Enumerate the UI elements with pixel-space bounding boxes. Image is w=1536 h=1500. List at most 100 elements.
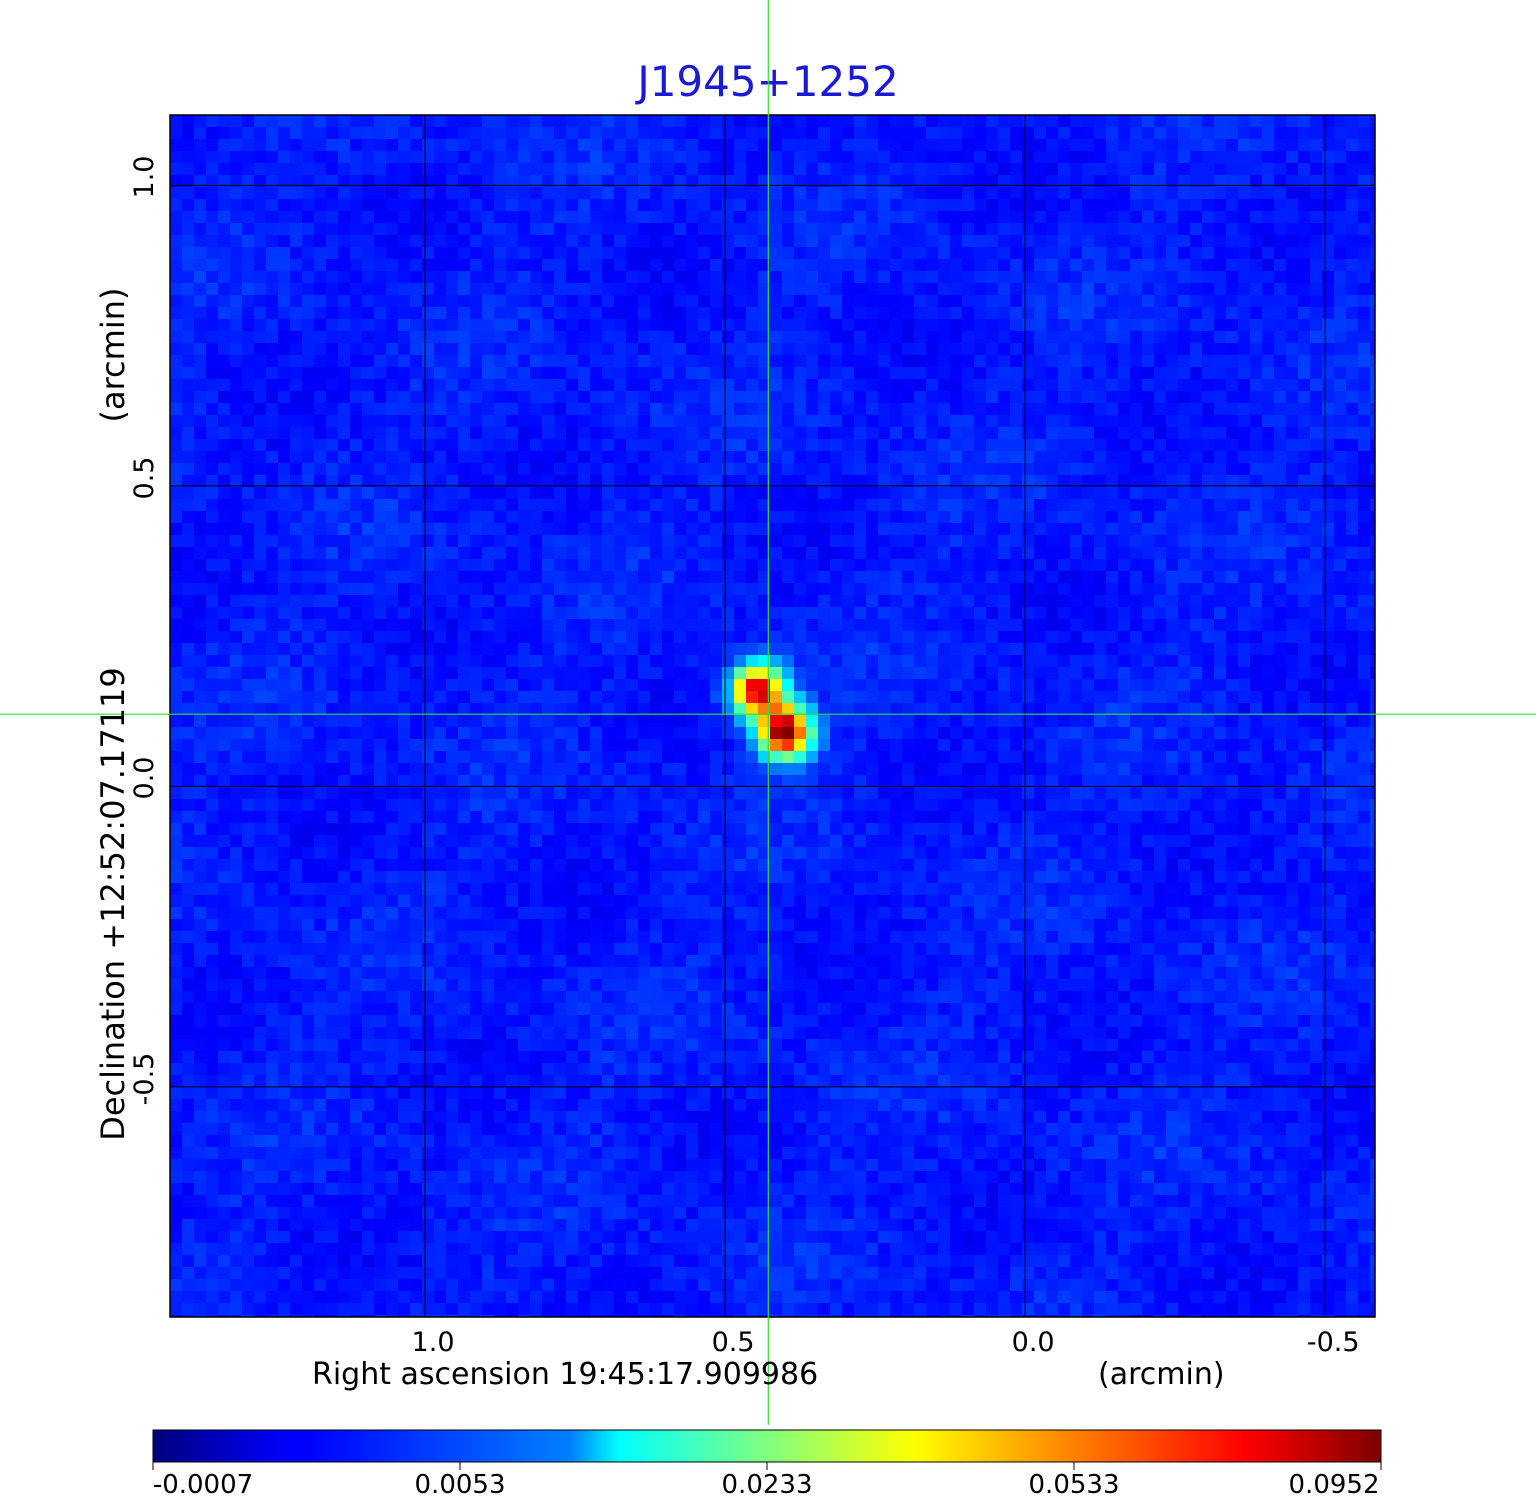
heatmap-pixel — [1178, 463, 1191, 476]
heatmap-pixel — [218, 547, 231, 560]
heatmap-pixel — [926, 643, 939, 656]
heatmap-pixel — [1262, 607, 1275, 620]
heatmap-pixel — [542, 475, 555, 488]
heatmap-pixel — [350, 535, 363, 548]
heatmap-pixel — [1334, 283, 1347, 296]
heatmap-pixel — [890, 463, 903, 476]
heatmap-pixel — [854, 367, 867, 380]
heatmap-pixel — [842, 295, 855, 308]
heatmap-pixel — [710, 619, 723, 632]
heatmap-pixel — [410, 703, 423, 716]
heatmap-pixel — [230, 655, 243, 668]
heatmap-pixel — [614, 679, 627, 692]
heatmap-pixel — [1010, 343, 1023, 356]
heatmap-pixel — [794, 391, 807, 404]
heatmap-pixel — [1214, 451, 1227, 464]
heatmap-pixel — [350, 127, 363, 140]
heatmap-pixel — [1130, 343, 1143, 356]
heatmap-pixel — [950, 187, 963, 200]
heatmap-pixel — [650, 667, 663, 680]
heatmap-pixel — [230, 343, 243, 356]
heatmap-pixel — [1142, 391, 1155, 404]
heatmap-pixel — [206, 403, 219, 416]
heatmap-pixel — [794, 523, 807, 536]
heatmap-pixel — [1106, 367, 1119, 380]
heatmap-pixel — [242, 511, 255, 524]
heatmap-pixel — [974, 283, 987, 296]
heatmap-pixel — [974, 547, 987, 560]
heatmap-pixel — [1250, 355, 1263, 368]
heatmap-pixel — [278, 223, 291, 236]
heatmap-pixel — [242, 667, 255, 680]
heatmap-pixel — [710, 271, 723, 284]
heatmap-pixel — [830, 187, 843, 200]
heatmap-pixel — [1070, 403, 1083, 416]
heatmap-pixel — [590, 391, 603, 404]
heatmap-pixel — [422, 259, 435, 272]
heatmap-pixel — [1130, 307, 1143, 320]
heatmap-pixel — [338, 439, 351, 452]
heatmap-pixel — [230, 691, 243, 704]
heatmap-pixel — [1118, 295, 1131, 308]
heatmap-pixel — [434, 619, 447, 632]
heatmap-pixel — [1202, 655, 1215, 668]
heatmap-pixel — [194, 463, 207, 476]
heatmap-pixel — [1214, 643, 1227, 656]
heatmap-pixel — [1046, 499, 1059, 512]
heatmap-pixel — [770, 679, 783, 692]
heatmap-pixel — [290, 355, 303, 368]
heatmap-pixel — [422, 667, 435, 680]
heatmap-pixel — [590, 403, 603, 416]
heatmap-pixel — [230, 451, 243, 464]
heatmap-pixel — [374, 691, 387, 704]
heatmap-pixel — [866, 619, 879, 632]
heatmap-pixel — [530, 583, 543, 596]
heatmap-pixel — [1310, 427, 1323, 440]
heatmap-pixel — [626, 559, 639, 572]
heatmap-pixel — [182, 115, 195, 128]
heatmap-pixel — [326, 655, 339, 668]
heatmap-pixel — [554, 475, 567, 488]
heatmap-pixel — [1010, 415, 1023, 428]
heatmap-pixel — [314, 283, 327, 296]
heatmap-pixel — [650, 631, 663, 644]
heatmap-pixel — [998, 547, 1011, 560]
heatmap-pixel — [254, 427, 267, 440]
heatmap-pixel — [1022, 523, 1035, 536]
heatmap-pixel — [218, 283, 231, 296]
heatmap-pixel — [494, 259, 507, 272]
heatmap-pixel — [458, 343, 471, 356]
heatmap-pixel — [290, 127, 303, 140]
heatmap-pixel — [902, 499, 915, 512]
heatmap-pixel — [458, 271, 471, 284]
heatmap-pixel — [1130, 499, 1143, 512]
heatmap-pixel — [530, 655, 543, 668]
heatmap-pixel — [1142, 343, 1155, 356]
heatmap-pixel — [1166, 583, 1179, 596]
heatmap-pixel — [842, 343, 855, 356]
heatmap-pixel — [602, 523, 615, 536]
heatmap-pixel — [386, 331, 399, 344]
heatmap-pixel — [386, 583, 399, 596]
heatmap-pixel — [998, 175, 1011, 188]
heatmap-pixel — [686, 463, 699, 476]
heatmap-pixel — [266, 415, 279, 428]
heatmap-pixel — [1286, 355, 1299, 368]
heatmap-pixel — [470, 439, 483, 452]
heatmap-pixel — [626, 547, 639, 560]
heatmap-pixel — [1238, 343, 1251, 356]
heatmap-pixel — [206, 439, 219, 452]
heatmap-pixel — [602, 403, 615, 416]
heatmap-pixel — [590, 259, 603, 272]
heatmap-pixel — [662, 343, 675, 356]
heatmap-pixel — [194, 367, 207, 380]
heatmap-pixel — [1202, 151, 1215, 164]
heatmap-pixel — [1022, 259, 1035, 272]
heatmap-pixel — [794, 151, 807, 164]
heatmap-pixel — [674, 439, 687, 452]
heatmap-pixel — [1070, 535, 1083, 548]
heatmap-pixel — [1106, 619, 1119, 632]
heatmap-pixel — [926, 307, 939, 320]
heatmap-pixel — [770, 139, 783, 152]
